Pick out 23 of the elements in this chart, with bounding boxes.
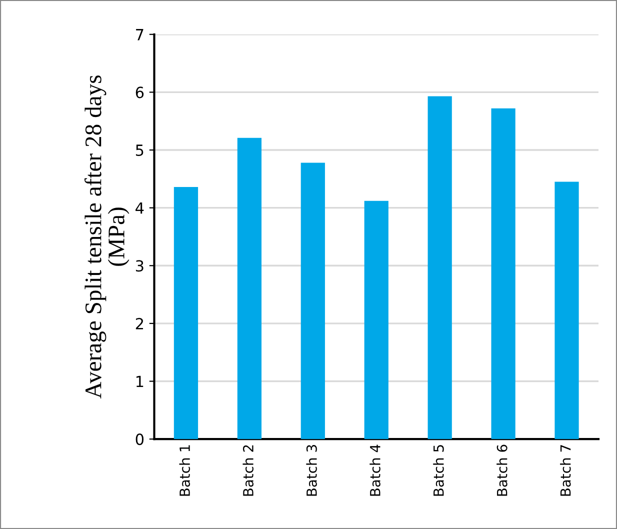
x-tick-label: Batch 2 — [242, 445, 254, 496]
bar — [491, 108, 516, 440]
x-tick-label: Batch 3 — [306, 445, 317, 496]
x-tick-label: Batch 5 — [433, 445, 444, 496]
y-tick-label: 6 — [136, 86, 144, 98]
y-axis-title: Average Split tensile after 28 days (MPa) — [84, 76, 130, 399]
bar — [237, 138, 262, 440]
y-tick-label: 2 — [136, 318, 143, 330]
bar — [174, 187, 198, 440]
bar — [364, 200, 388, 440]
bar — [300, 162, 325, 440]
x-tick-label: Batch 1 — [179, 445, 190, 496]
y-tick-label: 5 — [136, 144, 144, 156]
y-tick-label: 1 — [136, 376, 144, 388]
y-tick-label: 3 — [136, 260, 144, 272]
y-tick-label: 0 — [136, 434, 144, 446]
bar — [428, 96, 452, 440]
y-tick-label: 7 — [136, 29, 144, 40]
x-tick-label: Batch 7 — [560, 445, 571, 496]
y-tick-label: 4 — [136, 202, 144, 214]
x-tick-label: Batch 6 — [496, 444, 508, 496]
x-tick-label: Batch 4 — [370, 444, 380, 496]
bar — [554, 182, 579, 440]
